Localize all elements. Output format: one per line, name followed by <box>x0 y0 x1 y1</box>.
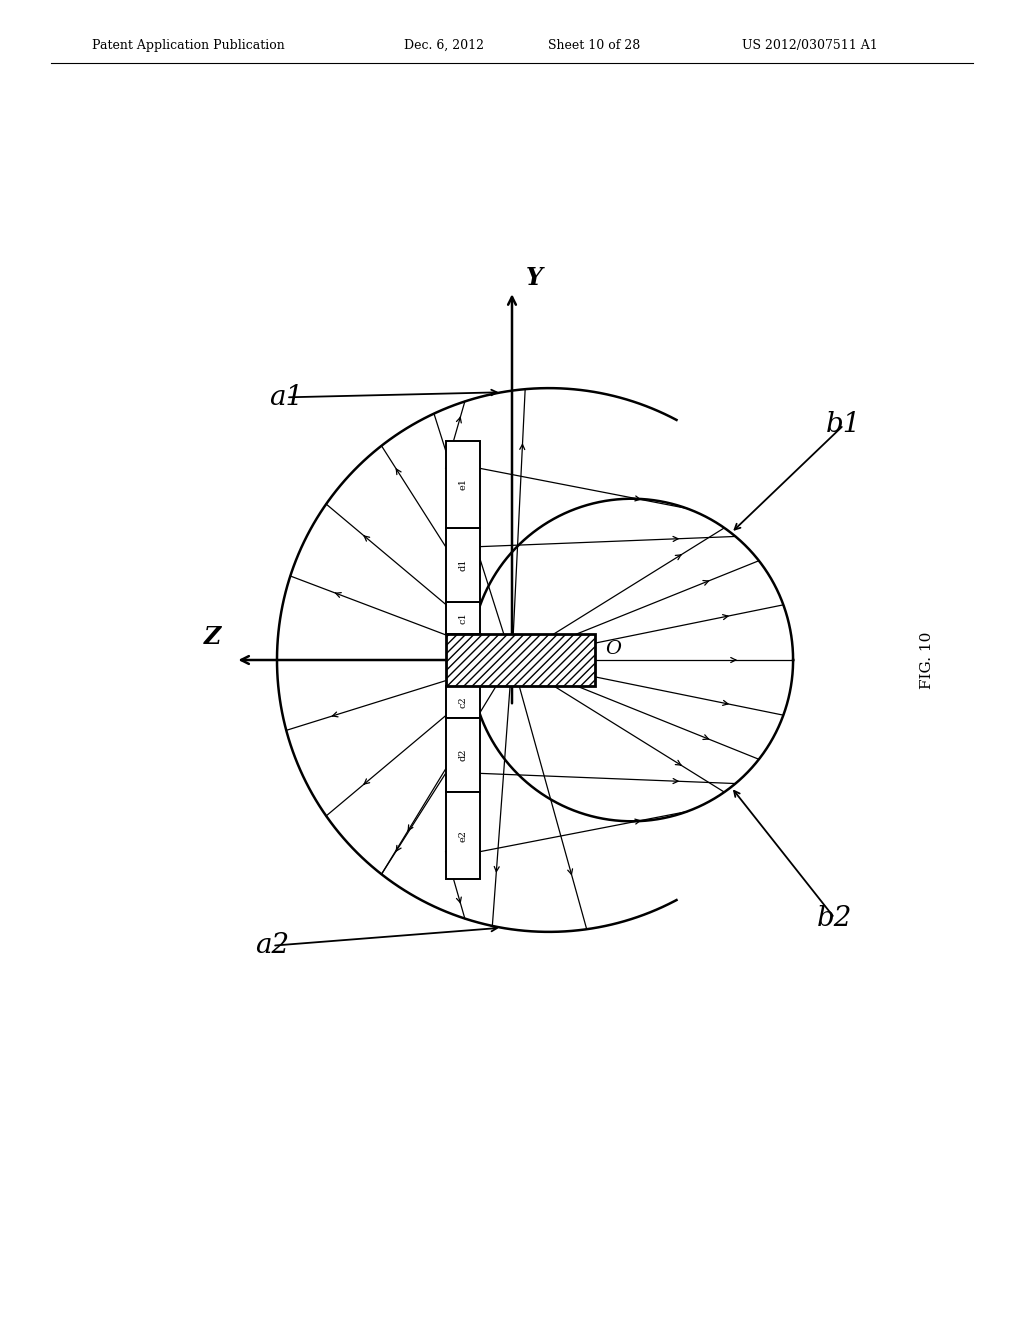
Bar <box>445 441 479 528</box>
Text: b1: b1 <box>826 412 861 438</box>
Bar <box>445 686 479 718</box>
Text: a2: a2 <box>255 932 290 960</box>
Bar <box>445 602 479 634</box>
Bar <box>445 718 479 792</box>
Text: US 2012/0307511 A1: US 2012/0307511 A1 <box>742 38 879 51</box>
Text: e1: e1 <box>458 478 467 491</box>
Text: Sheet 10 of 28: Sheet 10 of 28 <box>548 38 640 51</box>
Bar <box>445 528 479 602</box>
Text: O: O <box>605 640 622 657</box>
Text: Patent Application Publication: Patent Application Publication <box>92 38 285 51</box>
Bar <box>445 792 479 879</box>
Text: Y: Y <box>526 265 543 289</box>
Text: Z: Z <box>204 624 221 649</box>
Text: Dec. 6, 2012: Dec. 6, 2012 <box>404 38 484 51</box>
Text: c1: c1 <box>458 612 467 624</box>
Text: c2: c2 <box>458 696 467 708</box>
Text: FIG. 10: FIG. 10 <box>920 631 934 689</box>
Text: a1: a1 <box>269 384 303 411</box>
Text: e2: e2 <box>458 829 467 842</box>
Text: d1: d1 <box>458 558 467 572</box>
Text: b2: b2 <box>817 904 852 932</box>
Text: d2: d2 <box>458 748 467 762</box>
Bar <box>445 634 595 686</box>
